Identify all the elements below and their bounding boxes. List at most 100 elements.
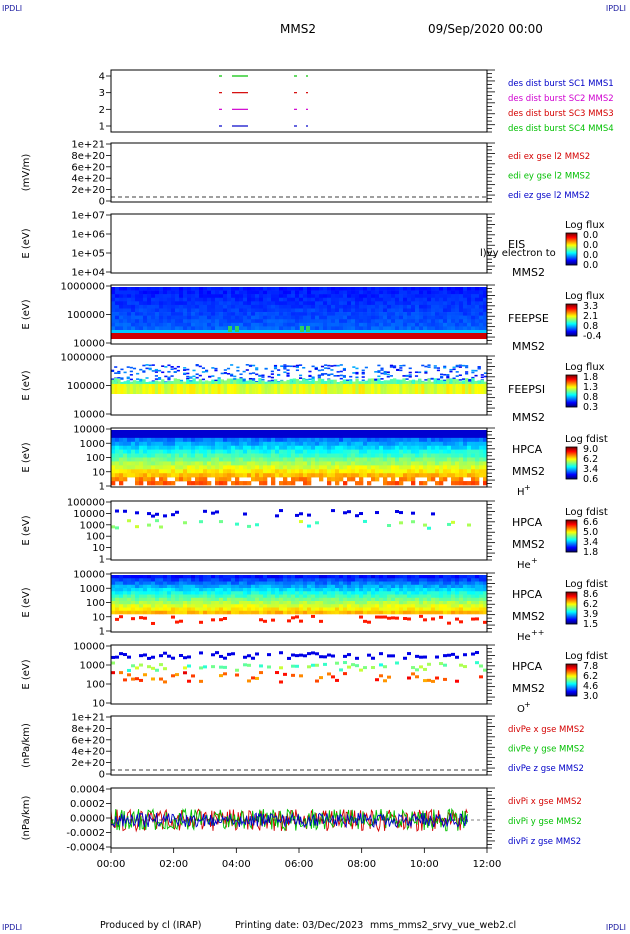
spectrogram-cell bbox=[207, 445, 212, 450]
spectrogram-cell bbox=[291, 304, 296, 309]
spectrogram-cell bbox=[431, 294, 436, 299]
spectrogram-cell bbox=[120, 384, 124, 394]
colorbar-gradient bbox=[566, 402, 577, 404]
spectrogram-cell bbox=[131, 578, 136, 582]
spectrogram-cell bbox=[335, 581, 340, 586]
corner-label-br: IPDLI bbox=[605, 923, 626, 932]
colorbar-gradient bbox=[566, 597, 577, 599]
spectrogram-cell bbox=[399, 445, 404, 450]
spectrogram-cell bbox=[479, 457, 484, 462]
spectrogram-cell bbox=[251, 469, 256, 474]
spectrogram-cell bbox=[483, 588, 488, 592]
spectrogram-cell bbox=[458, 366, 462, 368]
spectrogram-cell bbox=[295, 378, 300, 385]
spectrogram-cell bbox=[327, 584, 332, 589]
spectrogram-cell bbox=[219, 477, 224, 482]
spectrogram-cell bbox=[367, 378, 372, 385]
spectrogram-cell bbox=[386, 375, 390, 378]
colorbar-gradient bbox=[566, 609, 577, 611]
spectrogram-cell bbox=[427, 326, 432, 331]
colorbar-gradient bbox=[566, 387, 577, 389]
spectrogram-cell bbox=[471, 594, 476, 599]
spectrogram-cell bbox=[327, 461, 332, 466]
spectrogram-cell bbox=[299, 297, 304, 302]
spectrogram-cell bbox=[223, 287, 228, 291]
spectrogram-cell bbox=[215, 290, 220, 295]
spectrogram-cell bbox=[189, 376, 193, 379]
spectrogram-cell bbox=[451, 473, 456, 478]
spectrogram-cell bbox=[399, 315, 404, 320]
spectrogram-cell bbox=[195, 453, 200, 458]
spectrogram-cell bbox=[419, 301, 424, 306]
spectrogram-cell bbox=[467, 578, 472, 582]
spectrogram-cell bbox=[171, 326, 176, 331]
spectrogram-cell bbox=[474, 380, 478, 387]
instrument-label: HPCA bbox=[512, 516, 543, 529]
spectrogram-cell bbox=[295, 304, 300, 309]
spectrogram-cell bbox=[279, 287, 284, 291]
spectrogram-cell bbox=[451, 430, 456, 435]
spectrogram-cell bbox=[411, 430, 416, 435]
spectrogram-cell bbox=[399, 290, 404, 295]
spectrogram-cell bbox=[239, 378, 243, 385]
spectrogram-cell bbox=[443, 461, 448, 466]
spectrogram-cell bbox=[359, 668, 363, 672]
spectrogram-cell bbox=[319, 619, 323, 623]
spectrogram-cell bbox=[335, 588, 340, 592]
spectrogram-cell bbox=[179, 654, 183, 658]
spectrogram-cell bbox=[371, 322, 376, 327]
spectrogram-cell bbox=[399, 511, 403, 515]
spectrogram-cell bbox=[415, 465, 420, 470]
spectrogram-cell bbox=[151, 584, 156, 589]
spectrogram-cell bbox=[263, 461, 268, 466]
spectrogram-cell bbox=[427, 449, 432, 454]
spectrogram-cell bbox=[480, 374, 484, 376]
spectrogram-cell bbox=[479, 322, 484, 327]
spectrogram-cell bbox=[343, 290, 348, 295]
spectrogram-cell bbox=[207, 319, 212, 324]
spectrogram-cell bbox=[351, 594, 356, 599]
spectrogram-cell bbox=[179, 322, 184, 327]
spectrogram-cell bbox=[179, 601, 184, 605]
spectrogram-cell bbox=[147, 319, 152, 324]
colorbar-gradient bbox=[566, 253, 577, 255]
spectrogram-cell bbox=[395, 465, 400, 470]
spectrogram-cell bbox=[287, 469, 292, 474]
spectrogram-cell bbox=[111, 575, 116, 579]
spectrogram-cell bbox=[323, 597, 328, 602]
spectrogram-cell bbox=[403, 584, 408, 589]
spectrogram-cell bbox=[463, 457, 468, 462]
spectrogram-cell bbox=[223, 430, 228, 435]
spectrogram-cell bbox=[415, 581, 420, 586]
spectrogram-cell bbox=[403, 430, 408, 435]
spectrogram-cell bbox=[359, 287, 364, 291]
spectrogram-cell bbox=[283, 441, 288, 447]
spectrogram-cell bbox=[147, 656, 151, 660]
spectrogram-cell bbox=[127, 441, 132, 447]
instrument-label: HPCA bbox=[512, 660, 543, 673]
spectrogram-cell bbox=[463, 445, 468, 450]
spectrogram-cell bbox=[331, 290, 336, 295]
spectrogram-cell bbox=[275, 610, 280, 615]
spectrogram-cell bbox=[371, 578, 376, 582]
spectrogram-cell bbox=[479, 465, 484, 470]
spectrogram-cell bbox=[191, 588, 196, 592]
spectrogram-cell bbox=[455, 322, 460, 327]
spectrogram-cell bbox=[371, 656, 375, 660]
spectrogram-cell bbox=[483, 473, 488, 478]
spectrogram-cell bbox=[379, 607, 384, 612]
spectrogram-cell bbox=[235, 522, 239, 526]
spectrogram-cell bbox=[223, 445, 228, 450]
spectrogram-cell bbox=[447, 437, 452, 443]
spectrogram-cell bbox=[247, 607, 252, 612]
spectrogram-cell bbox=[211, 449, 216, 454]
spectrogram-cell bbox=[383, 610, 388, 615]
spectrogram-cell bbox=[231, 473, 236, 478]
spectrogram-cell bbox=[363, 578, 368, 582]
spectrogram-cell bbox=[343, 469, 348, 474]
spectrogram-cell bbox=[335, 449, 340, 454]
spectrogram-cell bbox=[307, 665, 311, 669]
spectrogram-cell bbox=[391, 437, 396, 443]
spectrogram-cell bbox=[211, 457, 216, 462]
spectrogram-cell bbox=[183, 297, 188, 302]
